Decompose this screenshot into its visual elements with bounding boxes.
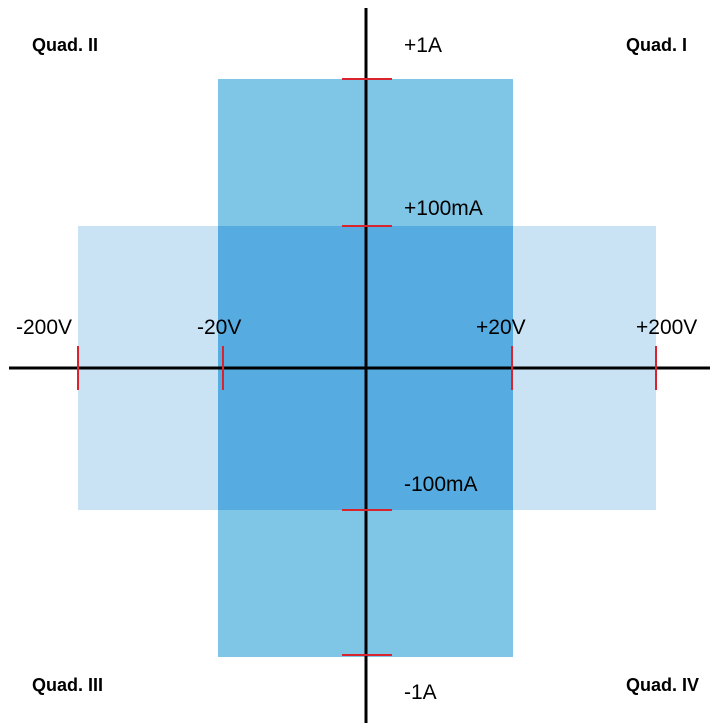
quadrant-2-label: Quad. II — [32, 35, 98, 55]
voltage-label-pos-200v: +200V — [636, 316, 697, 339]
quadrant-3-label: Quad. III — [32, 675, 103, 695]
voltage-label-pos-20v: +20V — [476, 316, 526, 339]
quadrant-1-label: Quad. I — [626, 35, 687, 55]
current-label-pos-1a: +1A — [404, 34, 442, 57]
voltage-label-neg-20v: -20V — [197, 316, 241, 339]
current-label-neg-100ma: -100mA — [404, 473, 478, 496]
current-label-neg-1a: -1A — [404, 681, 437, 704]
voltage-label-neg-200v: -200V — [16, 316, 72, 339]
current-label-pos-100ma: +100mA — [404, 197, 483, 220]
quadrant-4-label: Quad. IV — [626, 675, 699, 695]
